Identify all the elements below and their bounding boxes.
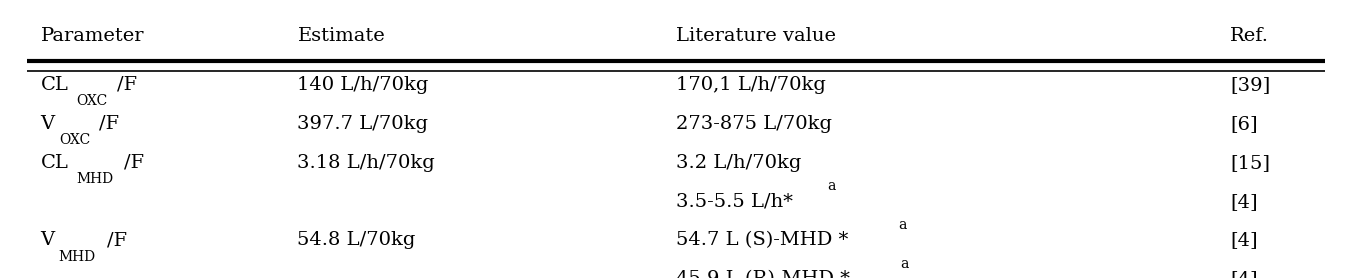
Text: [4]: [4] [1230, 270, 1257, 278]
Text: 3.2 L/h/70kg: 3.2 L/h/70kg [676, 154, 802, 172]
Text: /F: /F [116, 76, 137, 94]
Text: Estimate: Estimate [297, 27, 385, 45]
Text: [4]: [4] [1230, 193, 1257, 210]
Text: a: a [898, 218, 907, 232]
Text: MHD: MHD [58, 250, 96, 264]
Text: 397.7 L/70kg: 397.7 L/70kg [297, 115, 429, 133]
Text: /F: /F [107, 232, 127, 249]
Text: V: V [41, 232, 54, 249]
Text: CL: CL [41, 76, 69, 94]
Text: 3.18 L/h/70kg: 3.18 L/h/70kg [297, 154, 435, 172]
Text: 3.5-5.5 L/h*: 3.5-5.5 L/h* [676, 193, 792, 210]
Text: [15]: [15] [1230, 154, 1271, 172]
Text: a: a [827, 179, 836, 193]
Text: 170,1 L/h/70kg: 170,1 L/h/70kg [676, 76, 826, 94]
Text: /F: /F [124, 154, 145, 172]
Text: [39]: [39] [1230, 76, 1271, 94]
Text: Parameter: Parameter [41, 27, 145, 45]
Text: 54.7 L (S)-MHD *: 54.7 L (S)-MHD * [676, 232, 848, 249]
Text: V: V [41, 115, 54, 133]
Text: 54.8 L/70kg: 54.8 L/70kg [297, 232, 416, 249]
Text: OXC: OXC [58, 133, 91, 147]
Text: CL: CL [41, 154, 69, 172]
Text: /F: /F [99, 115, 119, 133]
Text: 273-875 L/70kg: 273-875 L/70kg [676, 115, 831, 133]
Text: 140 L/h/70kg: 140 L/h/70kg [297, 76, 429, 94]
Text: Literature value: Literature value [676, 27, 836, 45]
Text: Ref.: Ref. [1230, 27, 1270, 45]
Text: [4]: [4] [1230, 232, 1257, 249]
Text: 45.9 L (R)-MHD *: 45.9 L (R)-MHD * [676, 270, 850, 278]
Text: a: a [900, 257, 909, 271]
Text: [6]: [6] [1230, 115, 1257, 133]
Text: OXC: OXC [77, 95, 108, 108]
Text: MHD: MHD [77, 172, 114, 186]
